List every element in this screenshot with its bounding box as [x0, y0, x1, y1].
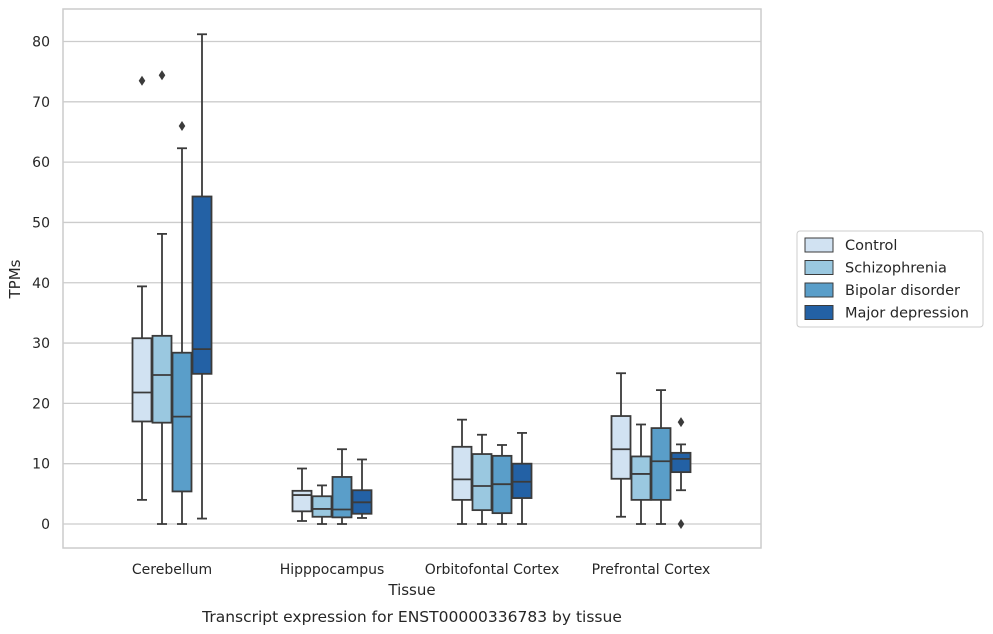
box-bipolar-disorder — [491, 444, 513, 525]
box-series — [131, 33, 692, 529]
plot-area-frame — [62, 8, 762, 549]
box-schizophrenia — [151, 70, 173, 525]
legend-swatch — [804, 260, 834, 275]
legend-swatch — [804, 237, 834, 253]
box-bipolar-disorder — [650, 389, 672, 525]
box-iqr — [650, 427, 672, 501]
box-iqr — [630, 455, 652, 501]
x-axis-tick-labels: Cerebellum Hipppocampus Orbitofontal Corte… — [132, 562, 710, 578]
legend-label: Schizophrenia — [845, 261, 947, 277]
legend: Control Schizophrenia Bipolar disorder Majo… — [796, 230, 984, 328]
legend-label: Bipolar disorder — [845, 283, 960, 299]
box-iqr — [331, 476, 353, 519]
box-iqr — [151, 334, 173, 424]
x-axis-title: Tissue — [387, 581, 435, 599]
y-tick-label: 30 — [32, 336, 50, 352]
box-control — [291, 467, 313, 522]
y-tick-label: 50 — [32, 215, 50, 231]
x-tick-label: Orbitofontal Cortex — [425, 562, 560, 578]
box-major-depression — [670, 417, 692, 529]
y-tick-label: 70 — [32, 95, 50, 111]
box-major-depression — [511, 432, 533, 525]
box-iqr — [171, 351, 193, 493]
outlier-marker — [178, 120, 186, 131]
legend-frame — [796, 230, 984, 328]
box-schizophrenia — [471, 433, 493, 525]
box-control — [451, 418, 473, 525]
y-axis-tick-labels: 0 10 20 30 40 50 60 70 80 — [32, 35, 50, 534]
box-iqr — [471, 453, 493, 512]
y-tick-label: 80 — [32, 35, 50, 51]
box-iqr — [451, 445, 473, 501]
outlier-marker — [677, 417, 685, 428]
box-schizophrenia — [630, 423, 652, 525]
outlier-marker — [158, 70, 166, 81]
x-tick-label: Cerebellum — [132, 562, 212, 578]
x-tick-label: Hipppocampus — [280, 562, 385, 578]
y-tick-label: 20 — [32, 396, 50, 412]
box-control — [131, 75, 153, 501]
legend-swatch — [804, 305, 834, 320]
legend-label: Control — [845, 238, 897, 254]
box-iqr — [311, 495, 333, 518]
outlier-marker — [138, 75, 146, 86]
y-tick-label: 60 — [32, 155, 50, 171]
y-axis-title: TPMs — [6, 259, 24, 299]
outlier-marker — [677, 519, 685, 529]
box-control — [610, 372, 632, 518]
box-iqr — [131, 337, 153, 423]
y-tick-label: 40 — [32, 276, 50, 292]
box-iqr — [610, 415, 632, 480]
box-major-depression — [191, 33, 213, 520]
legend-swatch — [804, 282, 834, 298]
y-tick-label: 10 — [32, 457, 50, 473]
box-bipolar-disorder — [331, 448, 353, 525]
chart-caption: Transcript expression for ENST0000033678… — [201, 608, 622, 626]
x-tick-label: Prefrontal Cortex — [592, 562, 711, 578]
y-tick-label: 0 — [41, 517, 50, 533]
box-major-depression — [351, 458, 373, 519]
legend-label: Major depression — [845, 306, 969, 322]
box-schizophrenia — [311, 484, 333, 525]
box-iqr — [191, 195, 213, 375]
box-iqr — [511, 462, 533, 499]
box-iqr — [291, 489, 313, 513]
box-iqr — [670, 451, 692, 474]
box-bipolar-disorder — [171, 120, 193, 525]
